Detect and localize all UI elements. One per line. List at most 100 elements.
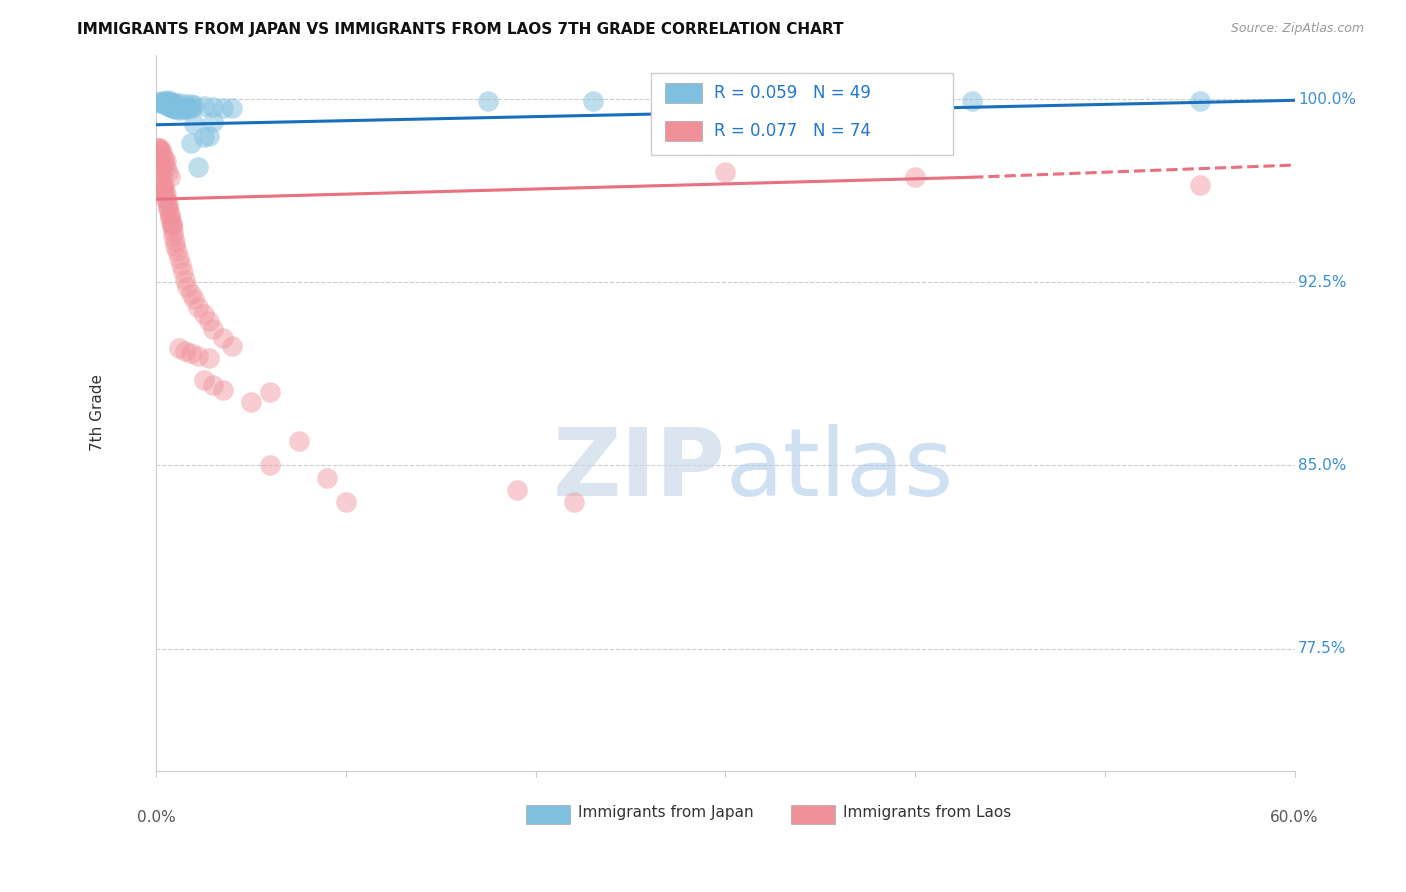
Point [193,99,215,113]
FancyBboxPatch shape [651,73,953,155]
Point [153,155,176,169]
Point [221,102,243,116]
FancyBboxPatch shape [665,83,702,103]
Point [156,99,179,113]
Point [167,103,190,117]
Point [167,341,190,355]
Point [211,331,233,345]
Point [187,300,209,314]
Point [153,97,176,112]
Point [160,101,183,115]
Text: Immigrants from Laos: Immigrants from Laos [842,805,1011,821]
Point [211,383,233,397]
Point [162,228,184,243]
Point [202,114,225,128]
Point [148,141,170,155]
Point [173,97,195,112]
Point [316,470,339,484]
Point [162,101,184,115]
Point [156,202,179,216]
Point [149,144,172,158]
Point [562,495,585,509]
Point [165,102,187,116]
Point [287,434,309,448]
Point [173,343,195,358]
Point [179,287,201,301]
Point [193,373,215,387]
Point [160,219,183,233]
Point [960,94,983,108]
Point [170,102,193,116]
Point [172,265,194,279]
Point [153,96,176,111]
Point [170,258,193,272]
FancyBboxPatch shape [526,805,569,823]
Text: R = 0.059   N = 49: R = 0.059 N = 49 [714,84,870,102]
Point [149,145,172,160]
Text: 92.5%: 92.5% [1298,275,1347,290]
Point [506,483,529,497]
Point [167,96,190,111]
Point [1188,94,1211,108]
Point [183,293,205,307]
Point [166,244,188,258]
Point [156,197,179,211]
Point [156,93,179,107]
Text: 77.5%: 77.5% [1298,641,1347,657]
Point [179,346,201,360]
Point [183,116,205,130]
Point [165,238,187,252]
Point [166,101,188,115]
Point [159,100,181,114]
Text: 0.0%: 0.0% [136,810,176,825]
Point [149,175,172,189]
Point [148,151,170,165]
Point [153,178,176,192]
Point [148,141,170,155]
Point [904,170,927,185]
Point [149,157,172,171]
Point [149,95,172,110]
Point [1188,178,1211,192]
Point [173,273,195,287]
Point [477,94,499,108]
FancyBboxPatch shape [665,121,702,141]
Point [187,161,209,175]
Point [181,101,204,115]
Text: Immigrants from Japan: Immigrants from Japan [578,805,754,821]
Point [193,307,215,321]
Point [179,136,201,150]
Point [160,98,183,112]
Point [150,170,173,185]
Point [155,94,177,108]
Point [155,98,177,112]
Text: 85.0%: 85.0% [1298,458,1347,473]
Point [172,101,194,115]
Point [198,351,221,365]
Point [150,180,173,194]
Point [714,165,737,179]
Point [176,102,198,116]
Text: 60.0%: 60.0% [1271,810,1319,825]
Point [149,141,172,155]
Point [148,95,170,109]
Point [198,128,221,143]
Point [156,165,179,179]
Text: atlas: atlas [725,425,953,516]
Point [153,182,176,196]
Point [240,395,263,409]
Point [187,349,209,363]
Point [155,154,177,169]
Point [165,234,187,248]
FancyBboxPatch shape [792,805,835,823]
Point [155,192,177,206]
Text: 7th Grade: 7th Grade [90,375,105,451]
Point [582,94,605,108]
Point [150,94,173,108]
Text: R = 0.077   N = 74: R = 0.077 N = 74 [714,122,870,140]
Point [202,377,225,392]
Point [155,187,177,202]
Point [165,95,187,110]
Point [150,151,173,165]
Point [183,98,205,112]
